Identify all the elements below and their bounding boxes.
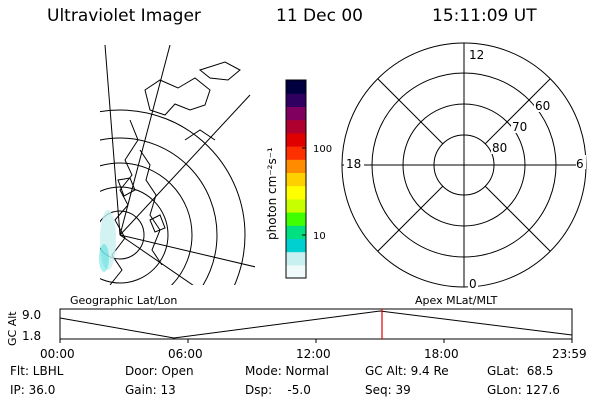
colorbar-tick-100: 100	[313, 144, 332, 155]
colorbar-band	[286, 185, 306, 200]
colorbar-band	[286, 106, 306, 121]
timeline-panel: Geographic Lat/Lon Apex MLat/MLT 9.0 1.8…	[6, 294, 587, 361]
x-tick-0000: 00:00	[40, 347, 75, 361]
status-ip: IP: 36.0	[10, 383, 56, 397]
status-door: Door: Open	[125, 364, 194, 378]
x-tick-2359: 23:59	[552, 347, 587, 361]
aurora-patch	[99, 210, 116, 272]
x-tick-0600: 06:00	[168, 347, 203, 361]
colorbar-band	[286, 225, 306, 239]
status-glat: GLat: 68.5	[487, 364, 554, 378]
status-gain: Gain: 13	[125, 383, 176, 397]
colorbar-tick-10: 10	[313, 231, 326, 242]
colorbar-band	[286, 80, 306, 94]
status-glon: GLon: 127.6	[487, 383, 560, 397]
timeline-left-caption: Geographic Lat/Lon	[70, 294, 177, 307]
lat-label-60: 60	[535, 99, 550, 113]
colorbar-band	[286, 93, 306, 107]
colorbar-band	[286, 264, 306, 279]
mlt-label-6: 6	[576, 157, 584, 171]
x-tick-1800: 18:00	[424, 347, 459, 361]
colorbar-band	[286, 119, 306, 134]
y-tick-1-8: 1.8	[22, 329, 41, 343]
timeline-right-caption: Apex MLat/MLT	[415, 294, 498, 307]
status-seq: Seq: 39	[365, 383, 411, 397]
colorbar-band	[286, 198, 306, 213]
colorbar-band	[286, 251, 306, 266]
status-mode: Mode: Normal	[245, 364, 329, 378]
colorbar-unit-label: photon cm⁻²s⁻¹	[265, 147, 279, 240]
geographic-map	[100, 45, 255, 285]
lat-label-70: 70	[512, 120, 527, 134]
date-label: 11 Dec 00	[276, 6, 363, 26]
polar-plot	[341, 42, 587, 288]
lat-label-80: 80	[492, 141, 507, 155]
time-label: 15:11:09 UT	[432, 6, 537, 26]
colorbar-band	[286, 172, 306, 187]
instrument-title: Ultraviolet Imager	[47, 6, 201, 26]
mlt-label-12: 12	[469, 48, 484, 62]
colorbar-band	[286, 212, 306, 226]
polar-labels: 12 18 6 0 60 70 80	[344, 47, 586, 291]
colorbar-band	[286, 132, 306, 147]
status-gc-alt: GC Alt: 9.4 Re	[365, 364, 449, 378]
mlt-label-0: 0	[469, 277, 477, 291]
colorbar-band	[286, 159, 306, 173]
colorbar-band	[286, 238, 306, 253]
y-tick-9: 9.0	[22, 308, 41, 322]
status-filter: Flt: LBHL	[10, 364, 64, 378]
timeline-ylabel: GC Alt	[6, 311, 19, 346]
x-tick-1200: 12:00	[296, 347, 331, 361]
status-dsp: Dsp: -5.0	[245, 383, 311, 397]
colorbar-band	[286, 146, 306, 160]
mlt-label-18: 18	[346, 157, 361, 171]
colorbar: 100 10 photon cm⁻²s⁻¹	[265, 79, 332, 279]
